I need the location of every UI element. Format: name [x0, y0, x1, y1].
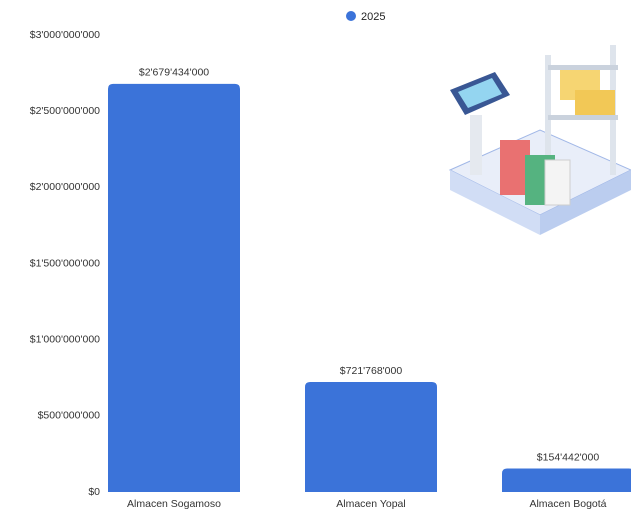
bar	[305, 382, 437, 492]
data-label: $721'768'000	[340, 365, 403, 377]
legend-swatch	[346, 11, 356, 21]
y-tick-label: $0	[88, 486, 100, 498]
y-tick-label: $500'000'000	[38, 410, 101, 422]
illustration	[448, 45, 631, 235]
bar	[108, 83, 240, 492]
y-tick-label: $2'500'000'000	[30, 105, 100, 117]
x-tick-label: Almacen Bogotá	[529, 498, 606, 510]
x-tick-label: Almacen Sogamoso	[127, 498, 221, 510]
y-tick-label: $3'000'000'000	[30, 29, 100, 41]
y-tick-label: $2'000'000'000	[30, 181, 100, 193]
data-label: $154'442'000	[537, 451, 600, 463]
y-tick-label: $1'500'000'000	[30, 257, 100, 269]
legend-label: 2025	[361, 11, 385, 23]
legend: 2025	[346, 11, 385, 23]
data-label: $2'679'434'000	[139, 67, 209, 79]
bar	[502, 468, 631, 492]
x-tick-label: Almacen Yopal	[336, 498, 405, 510]
y-tick-label: $1'000'000'000	[30, 333, 100, 345]
